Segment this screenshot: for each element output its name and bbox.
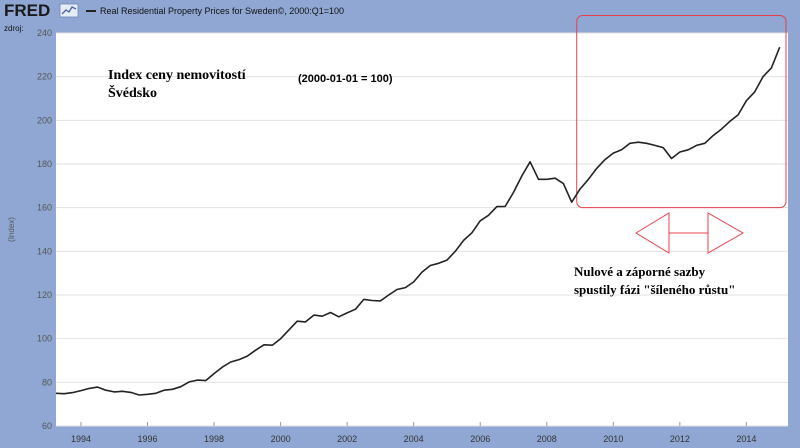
y-tick-label: 100 bbox=[37, 334, 52, 344]
double-arrow-icon bbox=[635, 212, 745, 254]
y-axis-label: (Index) bbox=[7, 217, 16, 242]
y-tick-label: 120 bbox=[37, 290, 52, 300]
series-title: Real Residential Property Prices for Swe… bbox=[100, 6, 344, 16]
x-tick-label: 2002 bbox=[337, 434, 357, 444]
x-tick-label: 2004 bbox=[404, 434, 424, 444]
annotation-base-note: (2000-01-01 = 100) bbox=[298, 73, 393, 85]
y-tick-label: 160 bbox=[37, 203, 52, 213]
y-tick-label: 60 bbox=[42, 421, 52, 431]
x-tick-label: 2014 bbox=[736, 434, 756, 444]
x-tick-label: 2010 bbox=[603, 434, 623, 444]
x-tick-label: 2000 bbox=[271, 434, 291, 444]
fred-logo: FRED bbox=[4, 1, 50, 20]
annotation-callout-line2: spustily fázi "šíleného růstu" bbox=[574, 282, 735, 297]
x-tick-label: 1994 bbox=[71, 434, 91, 444]
y-tick-label: 200 bbox=[37, 115, 52, 125]
y-tick-label: 80 bbox=[42, 377, 52, 387]
plot-area bbox=[56, 33, 788, 426]
annotation-title-line2: Švédsko bbox=[108, 84, 157, 101]
y-tick-label: 180 bbox=[37, 159, 52, 169]
x-axis-ticks: 1994 1996 1998 2000 2002 2004 2006 2008 2010 2012… bbox=[71, 422, 756, 444]
y-tick-label: 140 bbox=[37, 246, 52, 256]
source-label: zdroj: bbox=[4, 24, 24, 33]
gridlines bbox=[56, 32, 788, 427]
x-tick-label: 2008 bbox=[537, 434, 557, 444]
y-tick-label: 240 bbox=[37, 28, 52, 38]
y-axis-ticks: 60 80 100 120 140 160 180 200 220 240 bbox=[37, 28, 52, 431]
x-tick-label: 2012 bbox=[670, 434, 690, 444]
highlight-box bbox=[576, 15, 787, 209]
x-tick-label: 1996 bbox=[137, 434, 157, 444]
annotation-title-line1: Index ceny nemovitostí bbox=[108, 68, 247, 83]
x-tick-label: 1998 bbox=[204, 434, 224, 444]
series-line bbox=[55, 46, 781, 396]
line-chart-icon bbox=[59, 3, 79, 18]
y-tick-label: 220 bbox=[37, 72, 52, 82]
annotation-callout-line1: Nulové a záporné sazby bbox=[574, 264, 706, 279]
x-tick-label: 2006 bbox=[470, 434, 490, 444]
